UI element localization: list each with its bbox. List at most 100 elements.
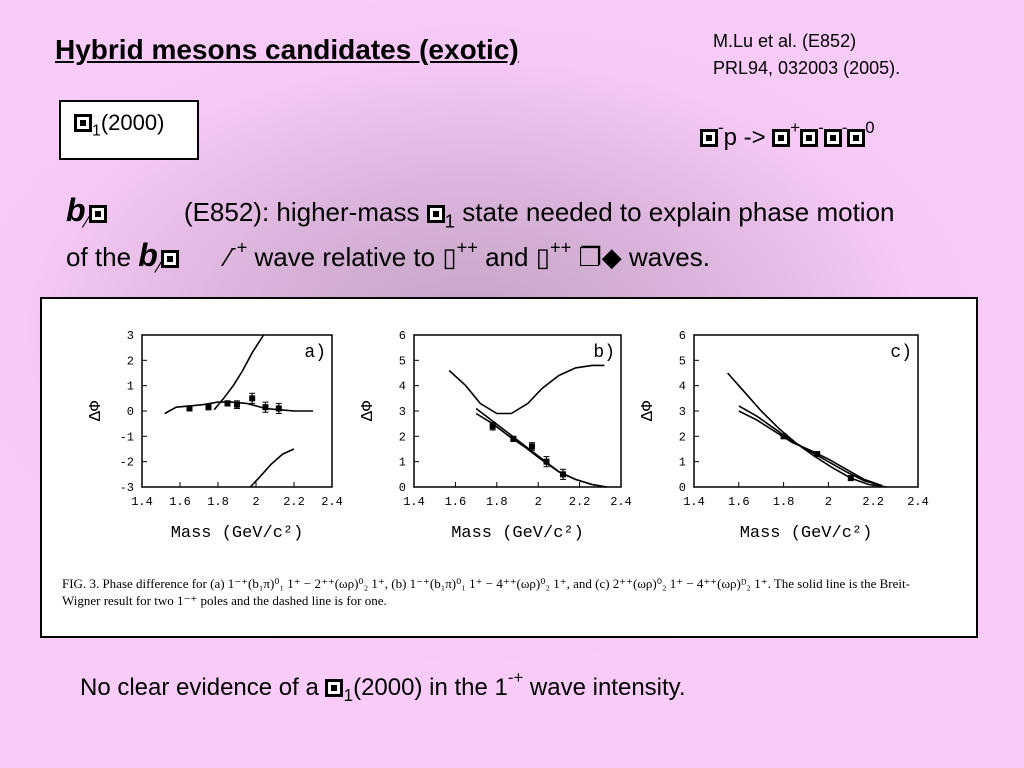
data-point — [205, 404, 212, 411]
y-tick-label: 3 — [399, 405, 406, 419]
data-point — [262, 404, 269, 411]
missing-symbol-glyph-icon — [847, 128, 866, 147]
data-point — [489, 423, 496, 430]
y-tick-label: 0 — [127, 405, 134, 419]
x-tick-label: 1.4 — [403, 495, 425, 509]
x-tick-label: 2.4 — [321, 495, 343, 509]
b-symbol: b — [66, 192, 86, 228]
x-tick-label: 1.8 — [207, 495, 229, 509]
data-point — [275, 405, 282, 412]
missing-symbol-glyph-icon — [772, 128, 791, 147]
y-tick-label: -2 — [120, 456, 134, 470]
data-point — [847, 475, 854, 482]
reference-journal: PRL94, 032003 (2005). — [713, 58, 901, 78]
missing-symbol-glyph-icon — [823, 128, 842, 147]
data-point — [528, 443, 535, 450]
line2-text-a: wave relative to — [247, 242, 443, 272]
y-tick-label: 0 — [679, 481, 686, 495]
y-tick-label: 5 — [399, 354, 406, 368]
y-tick-label: 5 — [679, 354, 686, 368]
y-tick-label: 3 — [127, 329, 134, 343]
y-tick-label: -3 — [120, 481, 134, 495]
fit-curve — [727, 372, 887, 488]
data-point — [543, 458, 550, 465]
line1-text-b: state needed to explain phase motion — [455, 197, 895, 227]
fit-curve — [738, 410, 883, 487]
phase-difference-plots: 1.4 1.6 1.8 2 2.2 2.4 -3 -2 -1 0 1 2 3 Mass (GeV/c²) Δ… — [87, 329, 929, 543]
plot-frame — [693, 334, 919, 488]
x-tick-label: 2.2 — [569, 495, 591, 509]
y-tick-label: -1 — [120, 430, 134, 444]
line1-text-a: (E852): higher-mass — [183, 197, 427, 227]
fit-curve — [213, 334, 265, 411]
line2-prefix: of the — [66, 242, 139, 272]
missing-symbol-glyph-icon — [325, 678, 344, 697]
y-tick-label: 1 — [127, 380, 134, 394]
x-axis-label: Mass (GeV/c²) — [451, 524, 584, 543]
fit-curve — [249, 448, 295, 488]
line2-text-b: and — [477, 242, 536, 272]
y-tick-label: 6 — [679, 329, 686, 343]
x-tick-label: 1.4 — [683, 495, 705, 509]
x-tick-label: 1.6 — [169, 495, 191, 509]
y-axis-label: ΔΦ — [87, 400, 106, 421]
y-tick-label: 2 — [127, 354, 134, 368]
conclusion-text: No clear evidence of a 1(2000) in the 1-… — [80, 668, 686, 705]
missing-symbol-glyph-icon — [160, 250, 179, 268]
reference-authors: M.Lu et al. (E852) — [713, 31, 857, 51]
line1-subscript: 1 — [444, 210, 456, 232]
y-tick-label: 0 — [399, 481, 406, 495]
fit-curve — [738, 405, 883, 487]
b-symbol: b — [138, 237, 158, 273]
data-point — [234, 401, 240, 408]
y-tick-label: 3 — [679, 405, 686, 419]
x-tick-label: 2.2 — [862, 495, 884, 509]
x-tick-label: 2 — [252, 495, 259, 509]
figure-panel: 1.4 1.6 1.8 2 2.2 2.4 -3 -2 -1 0 1 2 3 Mass (GeV/c²) Δ… — [40, 297, 978, 638]
missing-symbol-glyph-icon — [700, 128, 718, 147]
conclusion-text-c: wave intensity. — [523, 673, 686, 701]
plot-frame — [413, 334, 622, 488]
y-axis-label: ΔΦ — [359, 400, 378, 421]
y-tick-label: 2 — [399, 430, 406, 444]
x-tick-label: 1.6 — [728, 495, 750, 509]
conclusion-text-b: (2000) in the 1 — [353, 673, 508, 701]
slide-title: Hybrid mesons candidates (exotic) — [55, 34, 519, 65]
data-point — [249, 395, 256, 402]
x-tick-label: 1.4 — [131, 495, 153, 509]
x-tick-label: 2.2 — [283, 495, 305, 509]
reaction-equation: -p -> + - -0 — [700, 118, 875, 152]
conclusion-subscript: 1 — [343, 684, 354, 705]
missing-symbol-glyph-icon — [800, 128, 819, 147]
y-tick-label: 1 — [679, 456, 686, 470]
x-tick-label: 2.4 — [610, 495, 632, 509]
y-axis-label: ΔΦ — [639, 400, 658, 421]
reference: M.Lu et al. (E852) PRL94, 032003 (2005). — [713, 28, 900, 82]
state-label: 1(2000) — [74, 110, 164, 141]
x-axis-label: Mass (GeV/c²) — [171, 524, 304, 543]
figure-caption: FIG. 3. Phase difference for (a) 1⁻⁺(b₁π… — [62, 576, 910, 608]
state-subscript: 1 — [92, 122, 101, 140]
data-point — [186, 405, 193, 412]
y-tick-label: 4 — [399, 380, 406, 394]
data-point — [224, 400, 231, 407]
description-line-1: b⁄ (E852): higher-mass 1 state needed to… — [66, 192, 895, 232]
x-tick-label: 1.8 — [773, 495, 795, 509]
missing-symbol-glyph-icon — [426, 205, 445, 223]
missing-symbol-glyph-icon — [74, 114, 92, 132]
data-point — [814, 451, 821, 458]
panel-label: b) — [593, 343, 615, 363]
data-point — [560, 471, 567, 478]
x-tick-label: 2 — [825, 495, 832, 509]
line2-text-c: waves. — [621, 242, 710, 272]
state-mass: (2000) — [100, 110, 165, 135]
panel-label: c) — [890, 343, 912, 363]
y-tick-label: 6 — [399, 329, 406, 343]
data-point — [780, 433, 787, 440]
fit-curve — [448, 364, 605, 415]
x-tick-label: 2 — [535, 495, 542, 509]
x-tick-label: 2.4 — [907, 495, 929, 509]
fit-curve — [475, 412, 607, 488]
x-axis-label: Mass (GeV/c²) — [740, 524, 873, 543]
y-tick-label: 4 — [679, 380, 686, 394]
